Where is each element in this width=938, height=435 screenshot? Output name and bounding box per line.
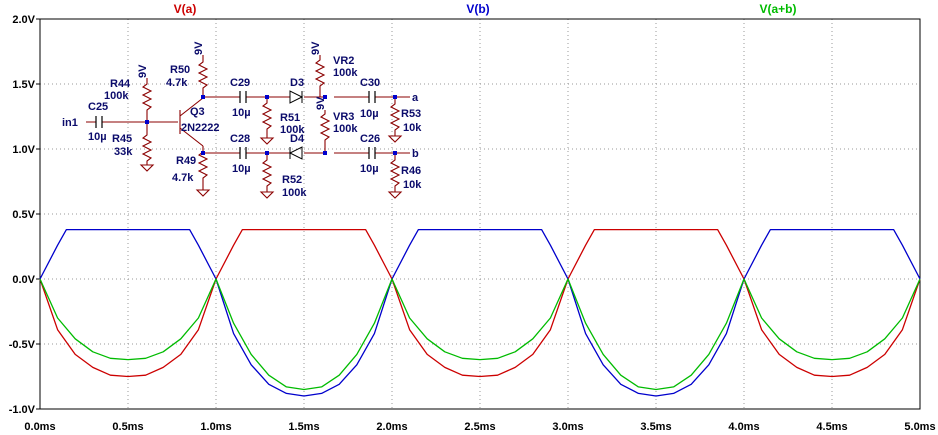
x-tick-label: 5.0ms	[904, 421, 935, 433]
y-tick-label: -0.5V	[9, 339, 36, 351]
label-c25: C25	[88, 101, 108, 113]
label-c30-value: 10µ	[360, 108, 379, 120]
x-tick-label: 3.0ms	[552, 421, 583, 433]
schematic-resistor-r44	[141, 78, 153, 112]
schematic-diode-d4	[288, 146, 303, 160]
y-tick-label: 2.0V	[12, 14, 35, 26]
label-c30: C30	[360, 77, 380, 89]
legend: V(a) V(b) V(a+b)	[174, 2, 797, 16]
tick-labels: 0.0ms 0.5ms 1.0ms 1.5ms 2.0ms 2.5ms 3.0ms 3.5ms…	[9, 14, 936, 433]
label-c28-value: 10µ	[232, 163, 251, 175]
label-net-b: b	[412, 148, 419, 160]
x-tick-label: 0.0ms	[24, 421, 55, 433]
label-r51-value: 100k	[280, 124, 305, 136]
schematic-ground-r52	[259, 191, 275, 199]
schematic-resistor-r50	[197, 55, 209, 98]
x-tick-label: 1.0ms	[200, 421, 231, 433]
label-r46-value: 10k	[403, 179, 422, 191]
schematic-ground-r46	[387, 191, 403, 199]
x-tick-label: 3.5ms	[640, 421, 671, 433]
schematic-resistor-vr2	[314, 55, 326, 97]
legend-entry-3: V(a+b)	[759, 2, 796, 16]
schematic-ground-r49	[195, 189, 211, 197]
schematic-ground-r45	[139, 164, 155, 172]
x-tick-label: 0.5ms	[112, 421, 143, 433]
label-r49-value: 4.7k	[172, 172, 194, 184]
label-c28: C28	[230, 133, 250, 145]
label-c26: C26	[360, 133, 380, 145]
label-r51: R51	[280, 112, 300, 124]
y-tick-label: -1.0V	[9, 404, 36, 416]
label-r52-value: 100k	[282, 187, 307, 199]
schematic-junctions	[145, 95, 397, 155]
schematic-ground-r53	[387, 135, 403, 143]
series-line-2	[39, 228, 921, 397]
legend-entry-2: V(b)	[466, 2, 489, 16]
label-r52: R52	[282, 174, 302, 186]
label-r50-supply: 9V	[193, 41, 205, 55]
x-tick-label: 2.0ms	[376, 421, 407, 433]
label-vr2-value: 100k	[333, 67, 358, 79]
label-input-net: in1	[62, 117, 78, 129]
y-tick-label: 1.0V	[12, 144, 35, 156]
label-r50-value: 4.7k	[166, 77, 188, 89]
label-q3: Q3	[190, 106, 205, 118]
grid-lines	[40, 19, 920, 409]
label-q3-model: 2N2222	[181, 122, 220, 134]
label-r44-supply: 9V	[137, 64, 149, 78]
label-d4: D4	[290, 133, 305, 145]
schematic-resistor-vr3	[319, 110, 331, 153]
label-vr2: VR2	[333, 55, 354, 67]
label-c25-value: 10µ	[88, 131, 107, 143]
label-vr2-supply: 9V	[310, 41, 322, 55]
label-r53-value: 10k	[403, 122, 422, 134]
y-tick-label: 0.5V	[12, 209, 35, 221]
label-r50: R50	[170, 64, 190, 76]
legend-entry-1: V(a)	[174, 2, 197, 16]
label-vr3-value: 100k	[333, 123, 358, 135]
schematic-diode-d3	[289, 90, 304, 104]
x-tick-label: 4.0ms	[728, 421, 759, 433]
series-lines	[39, 228, 921, 397]
x-tick-label: 2.5ms	[464, 421, 495, 433]
y-tick-label: 1.5V	[12, 79, 35, 91]
label-r44-value: 100k	[104, 90, 129, 102]
x-tick-label: 1.5ms	[288, 421, 319, 433]
label-r49: R49	[176, 155, 196, 167]
label-r45: R45	[112, 133, 132, 145]
label-r53: R53	[401, 108, 421, 120]
schematic-resistor-r52	[261, 153, 273, 192]
series-line-3	[39, 278, 921, 391]
label-net-a: a	[412, 92, 419, 104]
schematic-transistor-q3	[147, 97, 204, 147]
schematic-ground-r51	[259, 137, 275, 145]
label-c29-value: 10µ	[232, 107, 251, 119]
y-tick-label: 0.0V	[12, 274, 35, 286]
schematic-resistor-r51	[261, 97, 273, 138]
schematic-resistor-r45	[141, 132, 153, 165]
label-r44: R44	[110, 78, 131, 90]
series-line-1	[39, 228, 921, 378]
label-c26-value: 10µ	[360, 163, 379, 175]
label-c29: C29	[230, 77, 250, 89]
circuit-schematic: R44 100k 9V C25 in1 10µ R45 33k R50 4.7k…	[62, 41, 422, 199]
schematic-resistor-r53	[389, 97, 401, 136]
x-tick-label: 4.5ms	[816, 421, 847, 433]
label-r45-value: 33k	[114, 146, 133, 158]
label-r46: R46	[401, 165, 421, 177]
label-d3: D3	[290, 77, 304, 89]
label-vr3: VR3	[333, 111, 354, 123]
label-vr3-supply: 9V	[315, 96, 327, 110]
schematic-resistor-r46	[389, 153, 401, 192]
